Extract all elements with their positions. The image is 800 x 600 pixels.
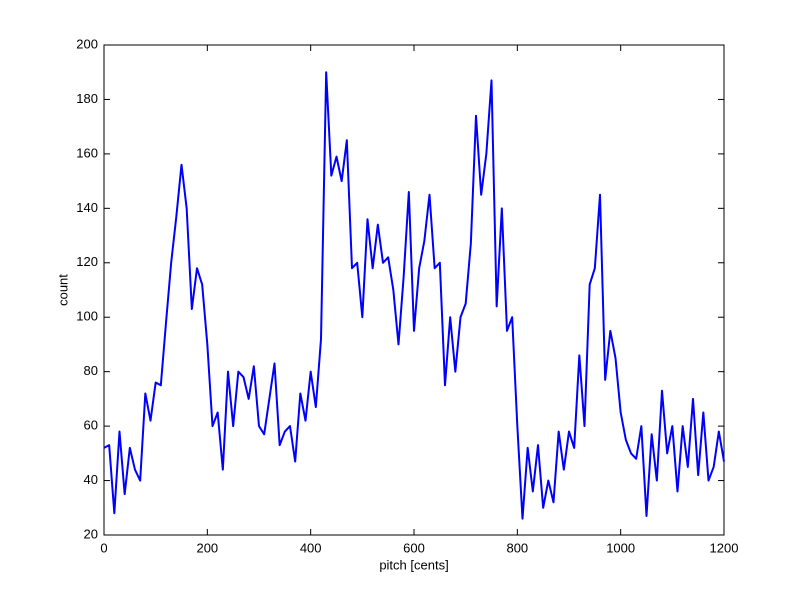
y-tick-label: 140	[76, 200, 98, 215]
y-tick-label: 160	[76, 145, 98, 160]
data-line	[103, 71, 725, 520]
y-tick-label: 40	[84, 472, 98, 487]
y-tick-label: 60	[84, 418, 98, 433]
y-tick-label: 100	[76, 309, 98, 324]
x-tick-label: 200	[196, 540, 218, 555]
x-tick-label: 1200	[710, 540, 739, 555]
y-tick-label: 180	[76, 91, 98, 106]
x-axis-label: pitch [cents]	[379, 557, 448, 572]
y-tick-label: 120	[76, 254, 98, 269]
y-tick-label: 200	[76, 36, 98, 51]
y-tick-label: 20	[84, 526, 98, 541]
x-tick-label: 400	[300, 540, 322, 555]
x-tick-label: 800	[506, 540, 528, 555]
y-tick-label: 80	[84, 363, 98, 378]
x-tick-label: 1000	[606, 540, 635, 555]
plot-frame	[103, 44, 725, 536]
x-tick-label: 600	[403, 540, 425, 555]
x-tick-label: 0	[100, 540, 107, 555]
y-axis-label: count	[55, 274, 70, 306]
